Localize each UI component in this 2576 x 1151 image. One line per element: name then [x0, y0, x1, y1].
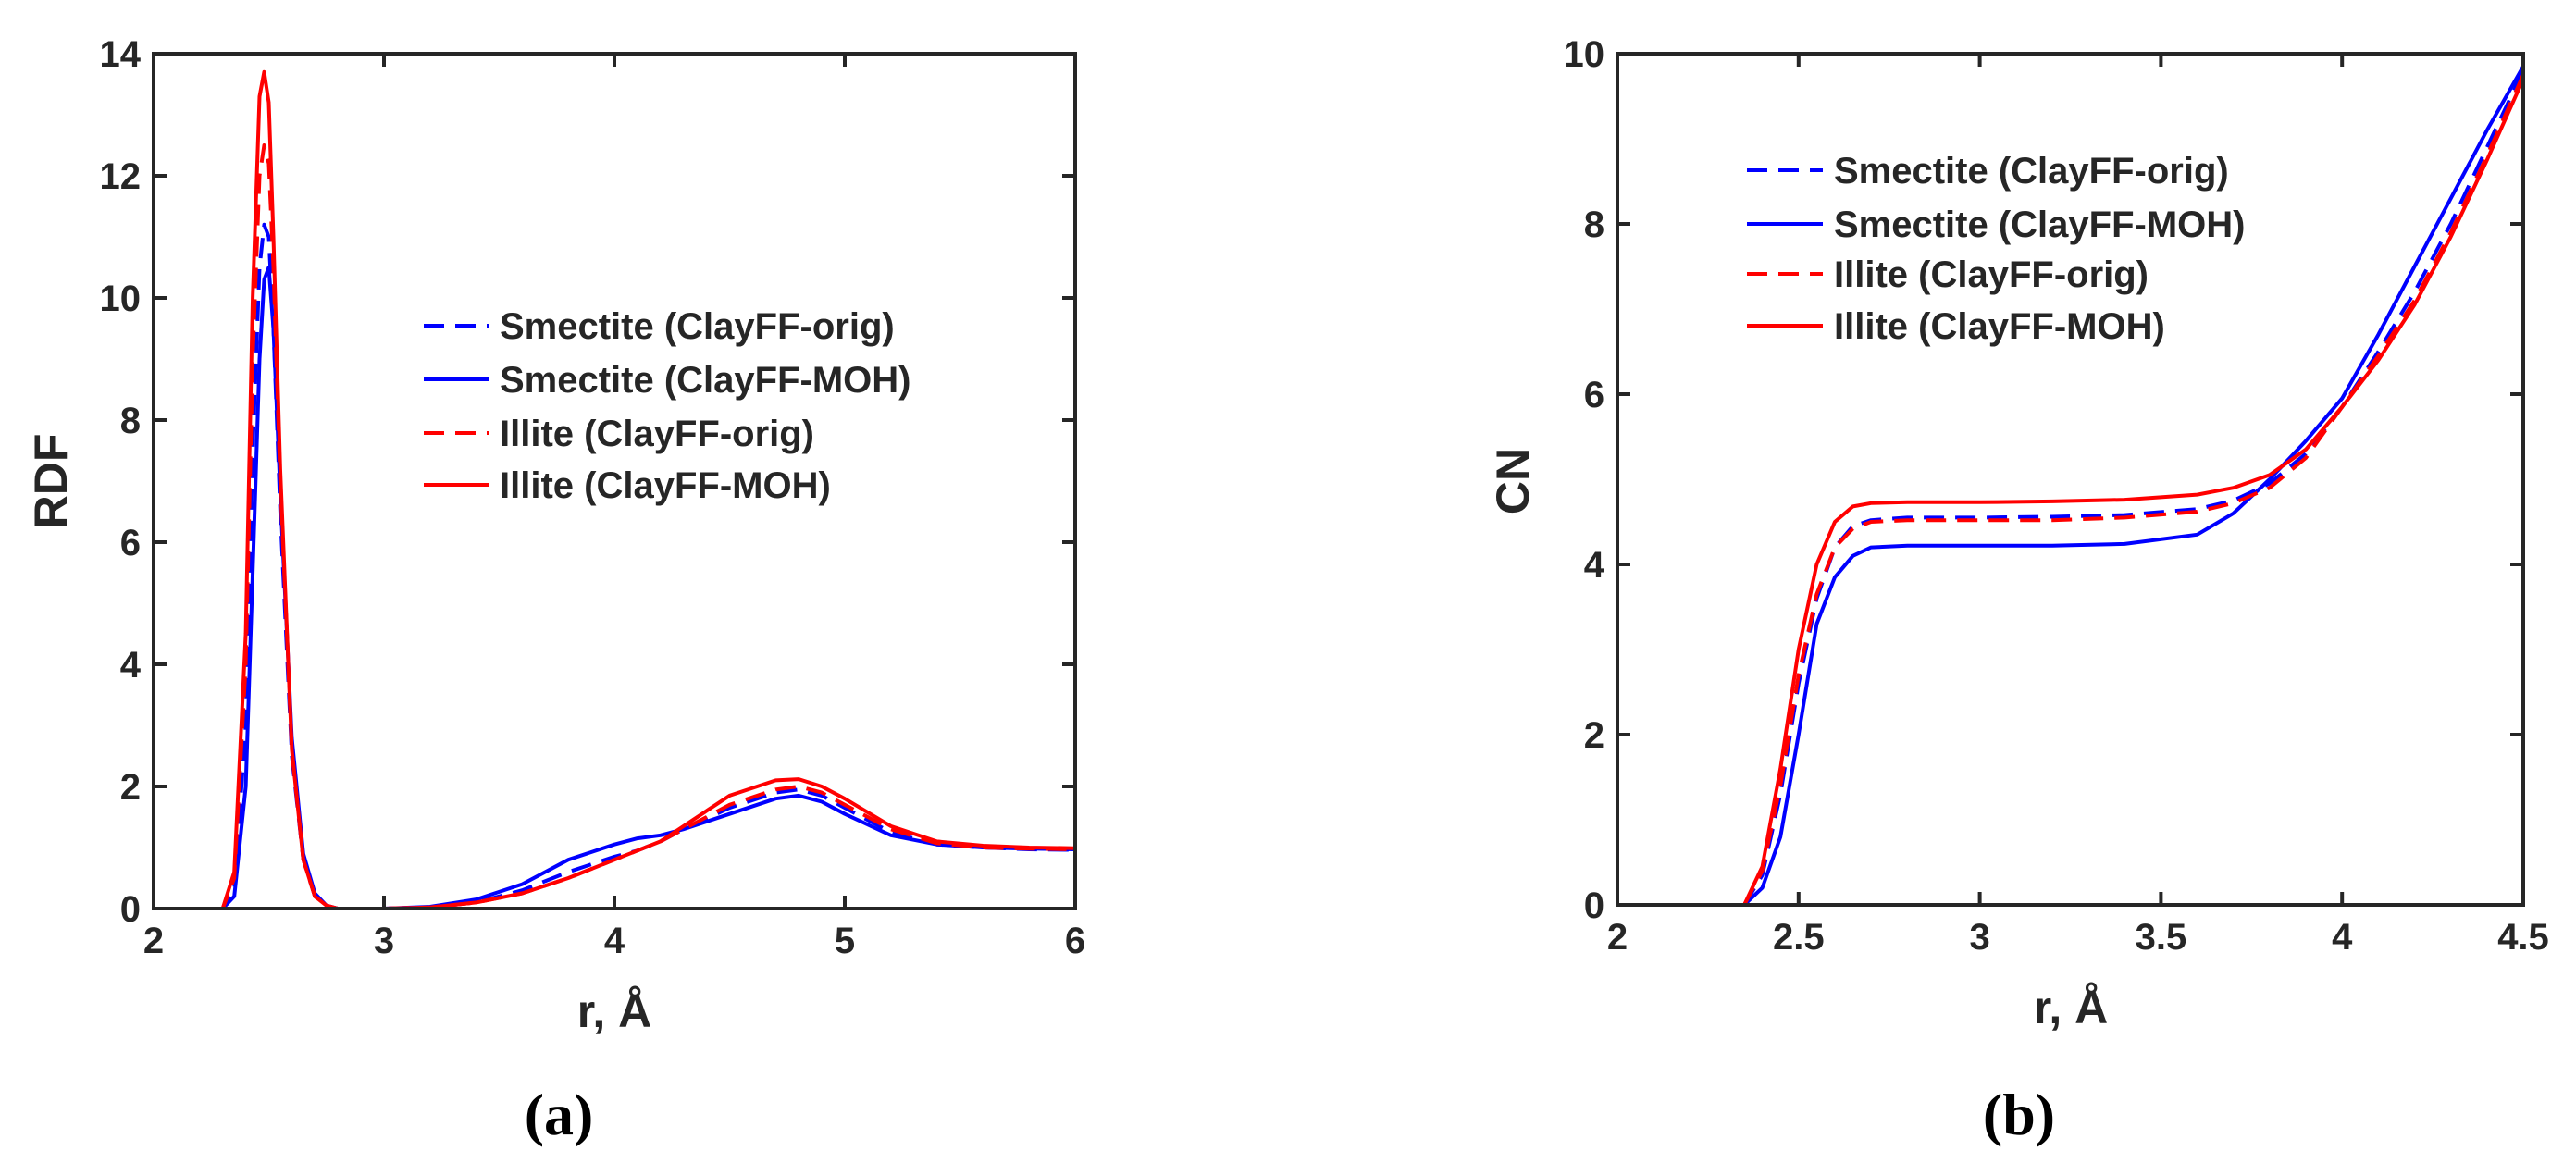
panel-a-x-tick-label: 5 — [835, 921, 855, 961]
panel-b-series-group — [1617, 65, 2525, 907]
panel-b-x-axis-label: r, Å — [2034, 982, 2109, 1033]
panel-b-y-tick-label: 0 — [1584, 885, 1604, 926]
panel-a-series-line-illite-orig — [154, 143, 1076, 910]
panel-a-legend-smectite-moh: Smectite (ClayFF-MOH) — [500, 360, 911, 401]
panel-b-x-tick-label: 4.5 — [2497, 917, 2549, 958]
panel-a-x-tick-label: 4 — [604, 921, 625, 961]
panel-b-x-tick-label: 2 — [1607, 917, 1628, 958]
panel-b-legend-smectite-moh: Smectite (ClayFF-MOH) — [1834, 204, 2246, 245]
panel-b-y-tick-label: 8 — [1584, 204, 1604, 245]
panel-b-series-line-illite-orig — [1617, 74, 2525, 907]
panel-b-x-ticks: 2 2.5 3 3.5 4 4.5 — [1607, 54, 2549, 958]
panel-b-y-tick-label: 6 — [1584, 375, 1604, 415]
panel-b-legend-illite-orig: Illite (ClayFF-orig) — [1834, 254, 2149, 295]
panel-b-x-tick-label: 2.5 — [1773, 917, 1825, 958]
panel-b-series-line-smectite-orig — [1617, 69, 2525, 907]
panel-a-x-tick-label: 2 — [143, 921, 164, 961]
panel-b-series-line-smectite-moh — [1617, 65, 2525, 907]
panel-a-legend-smectite-orig: Smectite (ClayFF-orig) — [500, 306, 895, 347]
panel-b-label: (b) — [1983, 1082, 2055, 1147]
panel-b-series-line-illite-moh — [1617, 78, 2525, 907]
panel-a-y-ticks: 0 2 4 6 8 10 12 14 — [100, 34, 1075, 930]
panel-a-y-tick-label: 8 — [120, 401, 141, 441]
panel-b-x-tick-label: 4 — [2332, 917, 2353, 958]
panel-a-y-tick-label: 4 — [120, 645, 142, 686]
panel-a-y-tick-label: 14 — [100, 34, 142, 75]
panel-a-x-tick-label: 3 — [374, 921, 394, 961]
panel-b-x-tick-label: 3 — [1969, 917, 1989, 958]
panel-b-plot-frame — [1616, 52, 2525, 907]
panel-a-legend-illite-orig: Illite (ClayFF-orig) — [500, 414, 814, 454]
panel-b-legend-illite-moh: Illite (ClayFF-MOH) — [1834, 306, 2165, 347]
panel-a-y-tick-label: 0 — [120, 889, 141, 930]
panel-b-y-tick-label: 4 — [1584, 545, 1605, 586]
panel-b-y-tick-label: 10 — [1564, 34, 1605, 75]
panel-b-legend-smectite-orig: Smectite (ClayFF-orig) — [1834, 151, 2229, 192]
panel-b-legend: Smectite (ClayFF-orig) Smectite (ClayFF-… — [1747, 151, 2246, 347]
panel-b-y-axis-label: CN — [1487, 448, 1539, 514]
panel-a-y-tick-label: 2 — [120, 767, 141, 808]
panel-a-y-axis-label: RDF — [25, 434, 77, 529]
panel-b-x-tick-label: 3.5 — [2136, 917, 2187, 958]
panel-a-legend: Smectite (ClayFF-orig) Smectite (ClayFF-… — [424, 306, 911, 506]
panel-b-y-ticks: 0 2 4 6 8 10 — [1564, 34, 2523, 926]
panel-a-y-tick-label: 10 — [100, 278, 142, 319]
panel-a-y-tick-label: 6 — [120, 523, 141, 563]
panel-a-x-axis-label: r, Å — [577, 985, 652, 1037]
panel-a-y-tick-label: 12 — [100, 156, 142, 197]
panel-a-x-ticks: 2 3 4 5 6 — [143, 54, 1085, 961]
panel-a-x-tick-label: 6 — [1065, 921, 1085, 961]
panel-a-label: (a) — [525, 1082, 594, 1147]
panel-b-y-tick-label: 2 — [1584, 715, 1604, 756]
panel-a-legend-illite-moh: Illite (ClayFF-MOH) — [500, 465, 831, 506]
